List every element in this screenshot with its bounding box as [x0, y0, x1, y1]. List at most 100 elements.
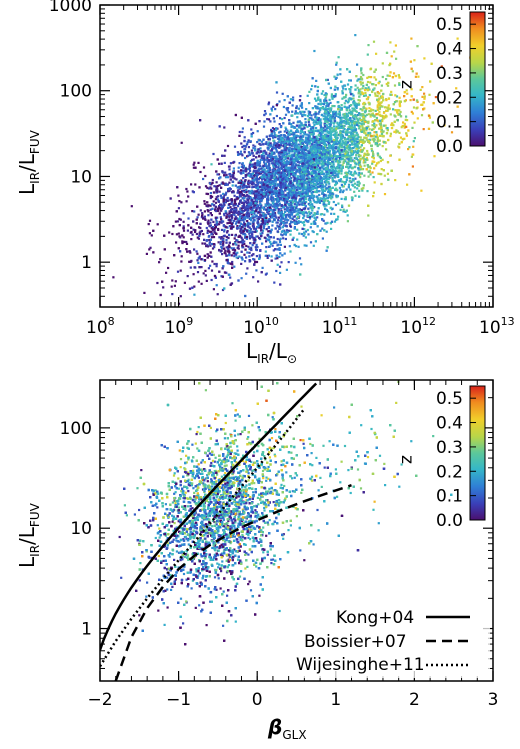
- top-data-point: [366, 76, 369, 79]
- top-data-point: [255, 269, 258, 272]
- top-data-point: [248, 247, 251, 251]
- top-data-point: [343, 176, 346, 179]
- top-data-point: [321, 170, 324, 173]
- top-data-point: [238, 162, 241, 165]
- top-data-point: [298, 187, 302, 190]
- top-data-point: [294, 126, 297, 129]
- top-data-point: [345, 93, 348, 96]
- top-data-point: [342, 161, 345, 164]
- top-data-point: [360, 72, 363, 75]
- top-data-point: [214, 201, 218, 204]
- top-data-point: [318, 190, 321, 193]
- top-data-point: [242, 223, 245, 227]
- top-data-point: [310, 118, 313, 121]
- top-data-point: [243, 240, 246, 243]
- top-data-point: [278, 247, 281, 250]
- top-data-point: [355, 172, 358, 175]
- top-data-point: [363, 147, 366, 150]
- top-data-point: [214, 198, 217, 201]
- top-data-point: [399, 110, 402, 114]
- top-data-point: [286, 192, 289, 195]
- top-data-point: [276, 224, 279, 227]
- top-data-point: [315, 189, 318, 192]
- top-data-point: [325, 222, 328, 225]
- top-data-point: [297, 201, 300, 204]
- top-data-point: [189, 251, 192, 254]
- top-data-point: [245, 272, 248, 275]
- top-data-point: [248, 202, 251, 205]
- top-data-point: [322, 167, 325, 170]
- top-data-point: [242, 233, 245, 236]
- top-data-point: [374, 135, 377, 138]
- top-data-point: [443, 124, 446, 127]
- top-data-point: [193, 293, 196, 296]
- top-data-point: [387, 104, 390, 107]
- top-data-point: [203, 202, 206, 205]
- top-data-point: [408, 146, 411, 149]
- top-data-point: [231, 233, 234, 236]
- top-data-point: [348, 97, 351, 100]
- top-data-point: [290, 195, 294, 198]
- top-data-point: [224, 201, 227, 204]
- top-data-point: [203, 210, 206, 213]
- top-data-point: [276, 137, 280, 140]
- top-data-point: [395, 129, 398, 132]
- top-data-point: [326, 221, 329, 224]
- top-data-point: [249, 172, 252, 176]
- top-data-point: [313, 140, 316, 144]
- top-data-point: [225, 258, 228, 262]
- top-data-point: [270, 194, 273, 197]
- top-data-point: [271, 147, 274, 150]
- top-data-point: [343, 158, 346, 161]
- top-data-point: [270, 132, 273, 135]
- top-data-point: [300, 103, 303, 106]
- top-data-point: [330, 175, 333, 178]
- top-data-point: [202, 272, 205, 275]
- top-data-point: [285, 179, 288, 183]
- top-data-point: [394, 179, 397, 182]
- top-data-point: [312, 132, 315, 135]
- top-data-point: [299, 169, 303, 172]
- top-data-point: [228, 225, 231, 228]
- top-data-point: [193, 210, 196, 213]
- top-data-point: [254, 145, 257, 148]
- top-data-point: [317, 163, 320, 166]
- top-data-point: [305, 108, 308, 111]
- top-data-point: [364, 87, 367, 90]
- top-data-point: [294, 261, 297, 264]
- top-data-point: [434, 96, 437, 99]
- top-data-point: [306, 125, 309, 128]
- top-data-point: [190, 230, 193, 234]
- top-data-point: [284, 184, 287, 187]
- top-data-point: [373, 87, 376, 90]
- top-data-point: [321, 134, 324, 137]
- top-data-point: [345, 122, 348, 125]
- top-data-point: [312, 214, 315, 217]
- top-data-point: [340, 108, 343, 111]
- top-data-point: [219, 203, 222, 206]
- top-data-point: [291, 182, 295, 185]
- top-data-point: [294, 172, 297, 175]
- top-data-point: [341, 180, 344, 183]
- top-data-point: [352, 179, 355, 182]
- top-data-point: [334, 160, 337, 163]
- top-data-point: [269, 142, 272, 145]
- top-data-point: [241, 145, 244, 149]
- top-data-point: [158, 261, 161, 264]
- top-data-point: [174, 220, 177, 223]
- top-data-point: [197, 161, 200, 164]
- top-data-point: [291, 202, 294, 205]
- top-data-point: [293, 203, 297, 206]
- top-data-point: [259, 213, 262, 216]
- top-data-point: [225, 173, 228, 176]
- top-data-point: [180, 201, 183, 204]
- top-data-point: [215, 262, 218, 266]
- top-data-point: [239, 208, 242, 211]
- top-data-point: [284, 172, 287, 175]
- top-data-point: [285, 107, 288, 110]
- top-data-point: [349, 159, 353, 163]
- top-data-point: [362, 187, 365, 190]
- top-data-point: [287, 168, 290, 172]
- top-data-point: [266, 155, 269, 159]
- top-data-point: [373, 131, 376, 134]
